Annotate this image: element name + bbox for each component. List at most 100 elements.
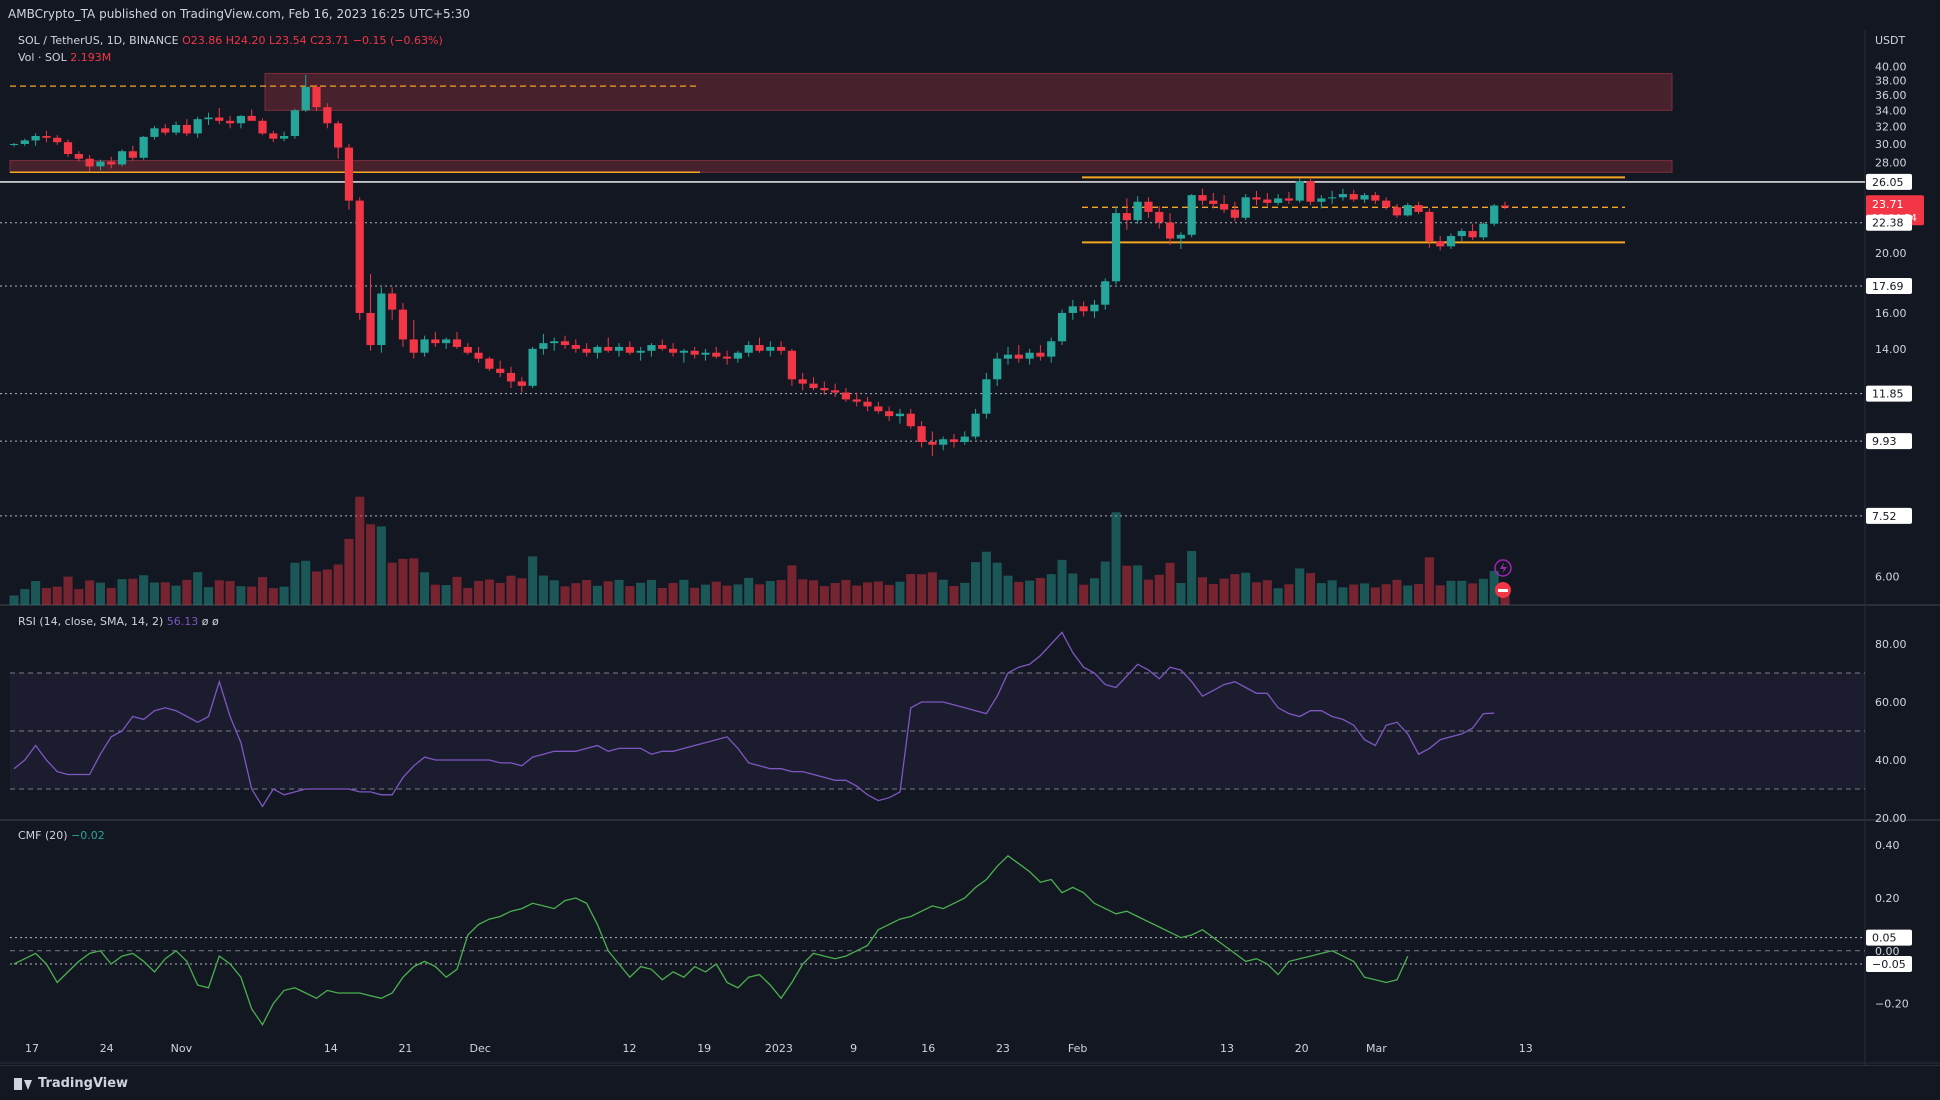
- candle-body: [1500, 205, 1510, 208]
- volume-bar: [917, 574, 927, 605]
- candle-body: [1436, 241, 1445, 247]
- volume-bar: [1035, 577, 1045, 605]
- candle-body: [1230, 209, 1239, 218]
- candle-body: [290, 110, 300, 137]
- volume-label: Vol · SOL: [18, 51, 67, 64]
- price-tick-label: 38.00: [1875, 74, 1907, 87]
- candle-body: [658, 345, 667, 349]
- volume-bar: [311, 571, 322, 605]
- candle-body: [1371, 195, 1380, 201]
- chart-canvas[interactable]: 40.0038.0036.0034.0032.0030.0028.0024.00…: [0, 0, 1940, 1065]
- candle-body: [863, 401, 872, 407]
- candle-body: [755, 345, 764, 351]
- rsi-legend[interactable]: RSI (14, close, SMA, 14, 2) 56.13 ø ø: [18, 615, 219, 628]
- cmf-legend[interactable]: CMF (20) −0.02: [18, 829, 105, 842]
- symbol-legend[interactable]: SOL / TetherUS, 1D, BINANCE O23.86 H24.2…: [18, 34, 443, 47]
- candle-body: [733, 352, 742, 359]
- candle-body: [831, 390, 840, 393]
- candle-body: [1284, 198, 1294, 201]
- candle-body: [1176, 234, 1185, 239]
- price-marker-badge: [1866, 507, 1912, 524]
- candle-body: [20, 140, 29, 144]
- cmf-tick-label: 0.40: [1875, 839, 1900, 852]
- volume-bar: [1500, 591, 1510, 605]
- candle-body: [690, 350, 699, 355]
- candle-body: [74, 154, 83, 159]
- candle-body: [9, 143, 19, 145]
- candle-body: [215, 117, 224, 121]
- tradingview-logo[interactable]: TradingView: [14, 1076, 128, 1091]
- price-marker-label: 11.85: [1872, 388, 1904, 401]
- candle-body: [614, 346, 624, 351]
- candle-body: [949, 439, 959, 442]
- volume-bar: [1133, 565, 1143, 605]
- volume-bar: [873, 581, 883, 605]
- time-tick-label: Mar: [1366, 1042, 1387, 1055]
- candle-body: [1425, 211, 1434, 242]
- candle-body: [1101, 281, 1110, 305]
- volume-bar: [31, 581, 41, 605]
- volume-bar: [1457, 580, 1467, 605]
- candle-body: [193, 119, 202, 134]
- price-tick-label: 32.00: [1875, 121, 1907, 134]
- lightning-event-icon: [1494, 559, 1512, 577]
- candle-body: [679, 350, 688, 353]
- candle-body: [96, 161, 105, 167]
- volume-bar: [603, 581, 613, 605]
- volume-bar: [798, 579, 808, 605]
- rsi-tick-label: 40.00: [1875, 754, 1907, 767]
- candle-body: [42, 136, 51, 138]
- volume-bar: [95, 582, 105, 605]
- candle-body: [1122, 213, 1131, 221]
- candle-body: [182, 124, 191, 134]
- candle-body: [312, 86, 321, 108]
- ohlc-high: H24.20: [225, 34, 266, 47]
- volume-bar: [1014, 581, 1024, 605]
- volume-bar: [495, 583, 505, 605]
- candle-body: [398, 309, 408, 340]
- volume-legend[interactable]: Vol · SOL 2.193M: [18, 51, 111, 64]
- candle-body: [334, 123, 343, 148]
- volume-bar: [1111, 512, 1121, 605]
- candle-body: [31, 136, 40, 141]
- currency-label: USDT: [1875, 34, 1906, 47]
- volume-bar: [1230, 574, 1240, 605]
- candle-body: [1328, 197, 1337, 199]
- volume-bar: [1392, 579, 1402, 605]
- candle-body: [269, 133, 278, 139]
- candle-body: [1165, 222, 1175, 239]
- volume-bar: [971, 562, 981, 605]
- price-marker-badge: [1866, 433, 1912, 450]
- candle-body: [1274, 198, 1283, 203]
- volume-bar: [733, 584, 743, 605]
- volume-bar: [409, 558, 419, 605]
- candle-body: [63, 142, 73, 155]
- candle-body: [1209, 200, 1218, 204]
- cmf-tick-label: −0.20: [1875, 998, 1909, 1011]
- volume-bar: [387, 562, 397, 605]
- candle-body: [128, 151, 137, 158]
- candle-body: [809, 383, 818, 389]
- rsi-line: [13, 631, 1495, 808]
- volume-bar: [506, 575, 516, 605]
- volume-bar: [1025, 580, 1035, 605]
- candle-body: [798, 379, 807, 384]
- candle-body: [107, 161, 116, 165]
- candle-body: [917, 426, 926, 442]
- time-tick-label: 13: [1220, 1042, 1234, 1055]
- volume-bar: [1468, 583, 1478, 605]
- candle-body: [636, 350, 645, 353]
- volume-bar: [1057, 559, 1067, 605]
- volume-bar: [1403, 585, 1413, 605]
- price-marker-badge: [1866, 173, 1912, 190]
- candle-body: [1068, 306, 1077, 313]
- price-tick-label: 30.00: [1875, 138, 1907, 151]
- volume-bar: [225, 581, 235, 605]
- candle-body: [1490, 205, 1499, 224]
- volume-bar: [1154, 574, 1164, 605]
- volume-bar: [366, 524, 376, 605]
- volume-bar: [1197, 577, 1208, 605]
- rsi-tick-label: 80.00: [1875, 638, 1907, 651]
- price-marker-badge: [1866, 277, 1912, 294]
- candle-body: [171, 124, 181, 133]
